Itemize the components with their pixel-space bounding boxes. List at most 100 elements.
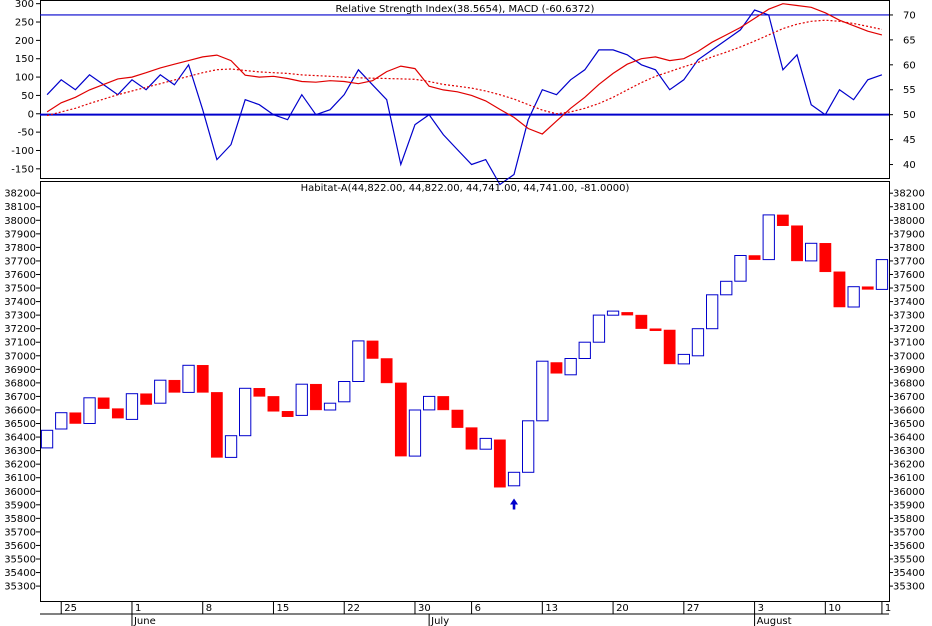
price-right-tick-label: 36200: [893, 460, 925, 471]
price-right-tick-label: 37300: [893, 311, 925, 322]
x-day-label: 1: [135, 603, 141, 614]
candle-down: [97, 397, 110, 409]
candle-up: [720, 280, 733, 296]
candle-up: [677, 353, 691, 365]
candle-down: [380, 358, 393, 384]
x-day-label: 15: [276, 603, 289, 614]
osc-series-line: [46, 3, 883, 135]
price-left-tick-label: 36500: [4, 419, 36, 430]
price-right-tick-label: 37700: [893, 256, 925, 267]
price-left-tick-label: 37700: [4, 256, 36, 267]
price-left-tick-label: 36600: [4, 405, 36, 416]
candle-down: [366, 340, 379, 359]
candle-up: [762, 214, 775, 261]
candle-up: [805, 242, 818, 262]
candle-down: [196, 365, 209, 393]
candle-down: [310, 383, 322, 411]
price-left-tick-label: 36800: [4, 378, 36, 389]
osc-right-tick-label: 50: [903, 110, 916, 121]
price-right-tick-label: 36700: [893, 392, 925, 403]
price-left-tick-label: 37000: [4, 351, 36, 362]
osc-left-tick-label: 300: [15, 0, 34, 10]
candle-up: [706, 294, 719, 330]
price-left-tick-label: 35800: [4, 514, 36, 525]
price-title: Habitat-A(44,822.00, 44,822.00, 44,741.0…: [301, 183, 630, 194]
price-left-tick-label: 37800: [4, 243, 36, 254]
price-left-tick-label: 36700: [4, 392, 36, 403]
candle-down: [861, 286, 874, 290]
x-day-label: 1: [885, 603, 891, 614]
candle-up: [40, 429, 54, 449]
candle-up: [734, 255, 747, 282]
osc-right-tick-label: 70: [903, 10, 916, 21]
candle-up: [564, 358, 577, 376]
price-left-tick-label: 35600: [4, 541, 36, 552]
candle-up: [154, 379, 167, 404]
price-left-tick-label: 37100: [4, 338, 36, 349]
price-right-tick-label: 35300: [893, 582, 925, 593]
osc-left-tick-label: -50: [18, 128, 34, 139]
x-month-label: August: [757, 616, 792, 626]
price-right-tick-label: 36400: [893, 433, 925, 444]
x-day-label: 8: [206, 603, 212, 614]
osc-series-line: [46, 19, 883, 117]
price-left-tick-label: 36400: [4, 433, 36, 444]
candle-up: [352, 340, 365, 382]
candle-down: [663, 329, 676, 365]
price-right-tick-label: 35900: [893, 500, 925, 511]
x-month-label: June: [133, 616, 156, 626]
price-right-tick-label: 37400: [893, 297, 925, 308]
price-left-tick-label: 35700: [4, 527, 36, 538]
candle-down: [621, 312, 634, 316]
osc-left-tick-label: 150: [15, 54, 34, 65]
price-right-tick-label: 37100: [893, 338, 925, 349]
price-frame: [40, 181, 890, 602]
candle-up: [423, 395, 436, 411]
candle-up: [323, 402, 337, 411]
price-left-tick-label: 36300: [4, 446, 36, 457]
price-right-tick-label: 38200: [893, 189, 925, 200]
osc-left-tick-label: 50: [21, 91, 34, 102]
candle-down: [791, 225, 803, 262]
candle-up: [507, 471, 521, 487]
oscillator-panel: 300 250 200 150 100 50 0 -50 -100 -150 70 65 60 55 50 4…: [11, 0, 916, 186]
candle-down: [493, 439, 506, 488]
candle-down: [451, 409, 464, 428]
x-day-label: 30: [418, 603, 431, 614]
price-left-tick-label: 35400: [4, 568, 36, 579]
oscillator-title: Relative Strength Index(38.5654), MACD (…: [336, 4, 595, 15]
candle-down: [550, 362, 563, 374]
price-left-tick-label: 37300: [4, 311, 36, 322]
candle-down: [140, 393, 153, 405]
candle-up: [592, 314, 606, 343]
osc-right-tick-label: 60: [903, 60, 916, 71]
price-right-tick-label: 35600: [893, 541, 925, 552]
candle-down: [69, 412, 82, 424]
price-right-tick-label: 36100: [893, 473, 925, 484]
osc-left-tick-label: 100: [15, 73, 34, 84]
x-day-label: 20: [616, 603, 629, 614]
candle-down: [748, 255, 761, 260]
candle-up: [479, 437, 492, 450]
x-day-label: 27: [687, 603, 700, 614]
x-day-label: 13: [545, 603, 558, 614]
candle-down: [394, 382, 407, 457]
osc-left-tick-label: 0: [28, 109, 34, 120]
price-right-tick-label: 35400: [893, 568, 925, 579]
price-right-tick-label: 36600: [893, 405, 925, 416]
candle-up: [522, 420, 535, 473]
price-right-tick-label: 38000: [893, 216, 925, 227]
candle-up: [408, 409, 422, 457]
price-left-tick-label: 37200: [4, 324, 36, 335]
price-right-tick-label: 37900: [893, 229, 925, 240]
candle-up: [182, 364, 195, 393]
candle-down: [776, 214, 789, 226]
candle-down: [168, 379, 181, 393]
candle-up: [338, 381, 351, 403]
price-right-tick-label: 35700: [893, 527, 925, 538]
candle-up: [847, 286, 860, 308]
price-panel: 38200 38200 38100 38100 38000 38000 37900 37900…: [4, 181, 925, 602]
candle-down: [465, 427, 478, 450]
osc-left-tick-label: 200: [15, 36, 34, 47]
price-right-tick-label: 38100: [893, 202, 925, 213]
